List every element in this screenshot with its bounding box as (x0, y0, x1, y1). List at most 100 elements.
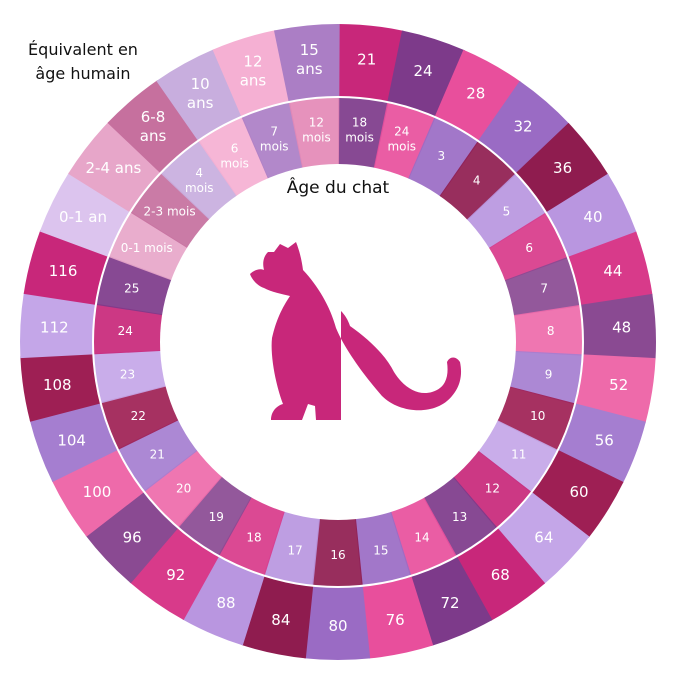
outer-segment (557, 403, 646, 484)
outer-segment (338, 24, 404, 103)
human-age-label: 80 (328, 617, 347, 635)
outer-segment (39, 172, 131, 257)
inner-segment (198, 116, 270, 198)
human-age-label: 6-8 (141, 108, 166, 126)
human-age-label: ans (240, 72, 267, 90)
inner-segment (93, 349, 168, 404)
human-age-label: 68 (491, 566, 510, 584)
cat-age-value: 17 (287, 544, 302, 558)
inner-segment (217, 495, 286, 576)
outer-segment (304, 585, 371, 660)
wheel-segments (20, 24, 656, 660)
human-age-label: 40 (583, 208, 602, 226)
inner-segment (160, 140, 239, 221)
inner-segment (338, 97, 389, 170)
human-age-label: 56 (595, 432, 614, 450)
outer-segment (68, 121, 162, 213)
inner-segment (354, 509, 412, 586)
human-age-label: 36 (553, 159, 572, 177)
ring-divider (92, 96, 584, 588)
cat-age-value: 3 (438, 149, 446, 163)
human-age-label: 2-4 ans (86, 159, 142, 177)
inner-segment (117, 418, 199, 492)
human-age-label: 108 (43, 376, 72, 394)
cat-age-value: 9 (545, 367, 553, 381)
cat-age-value: 18 (352, 116, 367, 130)
human-age-label: 88 (216, 594, 235, 612)
outer-segment (85, 490, 179, 584)
human-age-label: 15 (300, 41, 319, 59)
outer-segment (530, 449, 624, 538)
outer-segment (387, 30, 465, 118)
outer-segment (241, 575, 314, 659)
cat-age-value: 24 (118, 324, 133, 338)
cat-age-value: mois (345, 131, 374, 145)
human-age-label: 0-1 an (59, 208, 107, 226)
inner-segment (495, 386, 576, 452)
human-age-label: ans (187, 94, 214, 112)
inner-segment (451, 449, 532, 529)
cat-age-value: 5 (503, 205, 511, 219)
human-age-label: 76 (386, 611, 405, 629)
outer-segment (574, 354, 656, 424)
inner-segment (438, 140, 517, 222)
inner-segment (263, 509, 321, 586)
human-age-title: Équivalent en âge humain (8, 38, 158, 86)
human-age-label: 12 (243, 53, 262, 71)
inner-segment (311, 517, 363, 587)
cat-age-value: 25 (124, 282, 139, 296)
outer-segment (107, 80, 200, 174)
human-age-label: 44 (603, 262, 622, 280)
cat-age-value: 19 (209, 510, 224, 524)
human-age-label: 116 (49, 262, 78, 280)
inner-segment (373, 102, 436, 181)
human-age-label: 21 (357, 50, 376, 68)
inner-segment (143, 449, 224, 528)
outer-segment (567, 231, 653, 307)
human-age-label: 64 (534, 529, 553, 547)
inner-segment (389, 495, 457, 577)
inner-segment (465, 173, 547, 250)
outer-segment (434, 49, 522, 142)
outer-segment (212, 30, 290, 117)
human-age-label: 32 (513, 118, 532, 136)
outer-segment (580, 293, 656, 360)
human-age-label: 52 (609, 376, 628, 394)
outer-segment (545, 173, 637, 259)
outer-segment (129, 527, 220, 621)
cat-age-value: 16 (330, 548, 345, 562)
cat-age-value: mois (260, 139, 289, 153)
inner-segment (93, 303, 165, 355)
outer-segment (29, 402, 119, 483)
cat-age-value: 15 (373, 544, 388, 558)
human-age-label: 96 (123, 529, 142, 547)
inner-segment (503, 256, 581, 317)
human-age-label: 84 (271, 611, 290, 629)
cat-age-value: mois (302, 131, 331, 145)
inner-segment (177, 474, 253, 557)
human-age-label: 24 (413, 62, 432, 80)
outer-segment (477, 80, 570, 175)
inner-segment (241, 101, 304, 181)
cat-age-value: 0-1 mois (121, 241, 173, 255)
cat-age-value: 14 (414, 531, 429, 545)
inner-segment (422, 475, 498, 557)
cat-age-label: Âge du chat (287, 176, 390, 198)
cat-age-value: 7 (270, 124, 278, 138)
outer-segment (156, 49, 243, 141)
human-age-label: 10 (191, 75, 210, 93)
cat-age-value: 8 (547, 324, 555, 338)
cat-age-value: 22 (131, 409, 146, 423)
cat-age-value: mois (185, 181, 214, 195)
human-age-label: 92 (166, 566, 185, 584)
human-age-label: 28 (466, 85, 485, 103)
inner-segment (95, 255, 174, 316)
cat-age-value: 13 (452, 510, 467, 524)
outer-segment (361, 575, 434, 659)
cat-age-value: 2-3 mois (144, 205, 196, 219)
outer-segment (496, 491, 590, 585)
outer-segment (20, 292, 97, 359)
inner-segment (130, 172, 212, 249)
cat-age-value: 4 (473, 173, 481, 187)
human-age-label: 100 (83, 483, 112, 501)
